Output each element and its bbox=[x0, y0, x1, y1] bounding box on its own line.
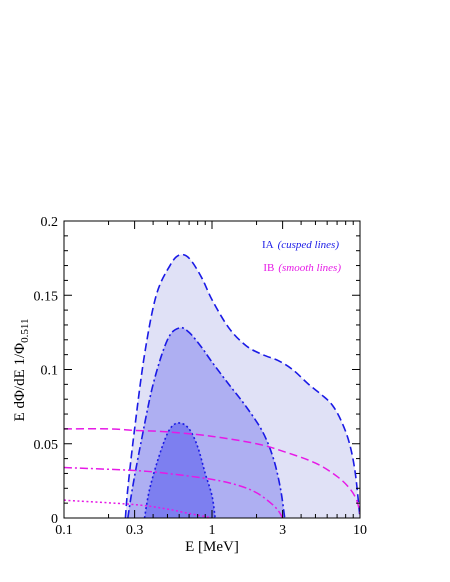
y-tick-label: 0 bbox=[51, 512, 58, 527]
y-tick-label: 0.1 bbox=[41, 364, 59, 379]
y-axis-label-main: E dΦ/dE 1/Φ bbox=[12, 343, 28, 422]
ib-line-dash-dot bbox=[64, 466, 284, 518]
ia-line-dashed bbox=[124, 253, 360, 518]
legend-entry-ib-description: (smooth lines) bbox=[278, 262, 341, 274]
x-tick-label: 1 bbox=[209, 523, 216, 538]
ib-series-lines bbox=[64, 428, 360, 518]
legend-entry-ib-label: IB bbox=[263, 262, 274, 274]
axis-tick-labels: 0.1 0.3 1 3 10 0 0.05 0.1 0.15 0.2 bbox=[34, 215, 368, 538]
x-axis-label: E [MeV] bbox=[185, 539, 239, 555]
ia-line-dotted bbox=[143, 422, 216, 518]
x-tick-label: 3 bbox=[279, 523, 286, 538]
ia-filled-regions bbox=[125, 254, 360, 518]
legend: IA (cusped lines) IB (smooth lines) bbox=[262, 235, 341, 275]
x-tick-label: 0.3 bbox=[126, 523, 144, 538]
legend-entry-ib: IB (smooth lines) bbox=[263, 258, 341, 275]
ib-line-dotted bbox=[64, 499, 213, 518]
ib-line-dashed bbox=[64, 428, 360, 514]
ia-series-lines bbox=[124, 253, 360, 518]
y-axis-label: E dΦ/dE 1/Φ0.511 bbox=[12, 319, 31, 422]
y-tick-label: 0.15 bbox=[34, 289, 59, 304]
axis-ticks bbox=[64, 220, 360, 519]
legend-entry-ia: IA (cusped lines) bbox=[262, 235, 339, 252]
y-axis-label-subscript: 0.511 bbox=[19, 319, 31, 343]
x-tick-label: 0.1 bbox=[55, 523, 73, 538]
y-tick-label: 0.2 bbox=[41, 215, 59, 230]
y-tick-label: 0.05 bbox=[34, 438, 59, 453]
x-tick-label: 10 bbox=[353, 523, 367, 538]
ia-line-dash-dot bbox=[127, 326, 286, 518]
legend-entry-ia-description: (cusped lines) bbox=[278, 239, 340, 251]
legend-entry-ia-label: IA bbox=[262, 239, 274, 251]
